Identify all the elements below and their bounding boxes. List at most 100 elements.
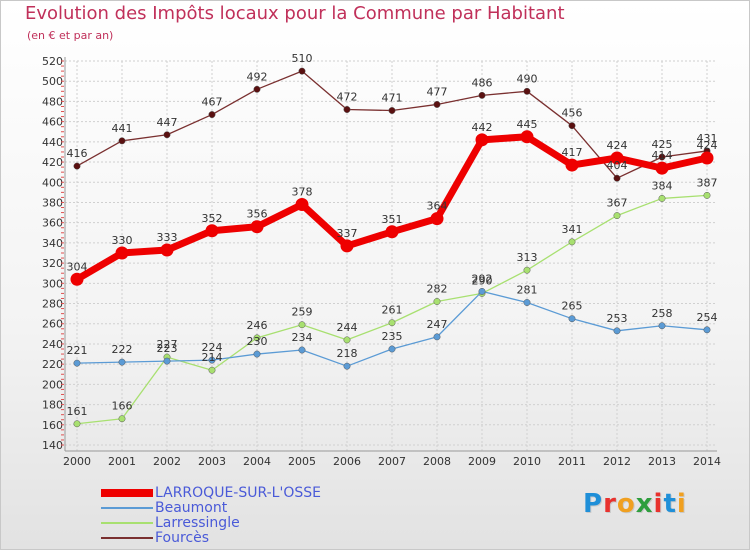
data-point xyxy=(340,239,354,253)
data-point xyxy=(523,299,531,306)
logo-letter: t xyxy=(663,489,677,519)
proxiti-logo: Proxiti xyxy=(583,489,687,519)
y-tick-label: 260 xyxy=(42,318,63,331)
y-tick-label: 520 xyxy=(42,55,63,68)
x-tick-label: 2007 xyxy=(378,455,406,468)
data-point xyxy=(208,366,216,374)
logo-letter: P xyxy=(583,489,604,519)
data-label: 224 xyxy=(202,341,223,354)
data-label: 384 xyxy=(652,179,673,192)
legend-swatch-larroque xyxy=(101,489,153,497)
data-point xyxy=(298,321,306,329)
data-point xyxy=(568,122,576,130)
data-label: 472 xyxy=(337,91,358,104)
data-label: 221 xyxy=(67,344,88,357)
y-tick-label: 420 xyxy=(42,156,63,169)
data-label: 417 xyxy=(562,146,583,159)
y-tick-label: 460 xyxy=(42,116,63,129)
data-point xyxy=(205,224,219,238)
data-point xyxy=(118,415,126,423)
x-tick-label: 2001 xyxy=(108,455,136,468)
data-point xyxy=(388,345,396,353)
data-point xyxy=(568,315,576,323)
x-tick-label: 2006 xyxy=(333,455,361,468)
data-label: 290 xyxy=(472,274,493,287)
y-tick-label: 360 xyxy=(42,217,63,230)
legend-label-beaumont: Beaumont xyxy=(155,500,228,516)
legend-label-larroque: LARROQUE-SUR-L'OSSE xyxy=(155,485,321,501)
data-point xyxy=(298,67,306,75)
data-label: 447 xyxy=(157,116,178,129)
legend-swatch-larressingle xyxy=(101,522,153,524)
data-point xyxy=(208,356,216,364)
data-label: 442 xyxy=(472,121,493,134)
data-label: 425 xyxy=(652,138,673,151)
y-tick-label: 220 xyxy=(42,358,63,371)
data-label: 416 xyxy=(67,147,88,160)
data-point xyxy=(163,357,171,365)
legend-label-fources: Fourcès xyxy=(155,530,210,546)
data-label: 166 xyxy=(112,400,133,413)
data-label: 330 xyxy=(112,234,133,247)
logo-letter: i xyxy=(676,489,687,519)
y-tick-label: 180 xyxy=(42,399,63,412)
data-label: 161 xyxy=(67,405,88,418)
data-point xyxy=(208,111,216,119)
data-label: 227 xyxy=(157,338,178,351)
y-tick-label: 300 xyxy=(42,277,63,290)
x-tick-label: 2004 xyxy=(243,455,271,468)
data-label: 214 xyxy=(202,351,223,364)
data-label: 333 xyxy=(157,231,178,244)
data-label: 477 xyxy=(427,85,448,98)
data-label: 304 xyxy=(67,260,88,273)
y-tick-label: 200 xyxy=(42,378,63,391)
data-point xyxy=(703,191,711,199)
x-tick-label: 2003 xyxy=(198,455,226,468)
data-point xyxy=(385,225,399,239)
data-label: 510 xyxy=(292,52,313,65)
data-label: 259 xyxy=(292,306,313,319)
data-label: 246 xyxy=(247,319,268,332)
data-label: 337 xyxy=(337,227,358,240)
data-label: 282 xyxy=(427,283,448,296)
y-tick-label: 280 xyxy=(42,298,63,311)
x-tick-label: 2005 xyxy=(288,455,316,468)
data-point xyxy=(475,133,489,147)
y-tick-label: 140 xyxy=(42,439,63,452)
x-tick-label: 2002 xyxy=(153,455,181,468)
data-point xyxy=(343,106,351,113)
data-label: 247 xyxy=(427,318,448,331)
logo-letter: r xyxy=(603,489,617,519)
data-label: 223 xyxy=(157,342,178,355)
logo-letter: i xyxy=(653,489,664,519)
data-label: 222 xyxy=(112,343,133,356)
x-tick-label: 2011 xyxy=(558,455,586,468)
data-label: 341 xyxy=(562,223,583,236)
data-label: 387 xyxy=(697,176,718,189)
y-tick-label: 240 xyxy=(42,338,63,351)
data-point xyxy=(658,322,666,330)
data-label: 351 xyxy=(382,213,403,226)
data-point xyxy=(658,194,666,202)
data-point xyxy=(388,107,396,114)
data-point xyxy=(613,174,621,182)
x-tick-label: 2009 xyxy=(468,455,496,468)
data-point xyxy=(523,266,531,274)
data-point xyxy=(73,162,81,170)
logo-letter: x xyxy=(635,489,654,519)
y-tick-label: 400 xyxy=(42,176,63,189)
legend-swatch-beaumont xyxy=(101,507,153,509)
data-label: 378 xyxy=(292,185,313,198)
chart-subtitle: (en € et par an) xyxy=(27,29,114,42)
data-point xyxy=(478,287,486,295)
data-point xyxy=(73,359,81,367)
data-label: 265 xyxy=(562,300,583,313)
data-point xyxy=(118,137,126,145)
data-label: 471 xyxy=(382,92,403,105)
data-point xyxy=(520,130,534,144)
data-label: 281 xyxy=(517,284,538,297)
data-point xyxy=(295,197,309,211)
data-label: 367 xyxy=(607,197,628,210)
data-label: 404 xyxy=(607,159,628,172)
